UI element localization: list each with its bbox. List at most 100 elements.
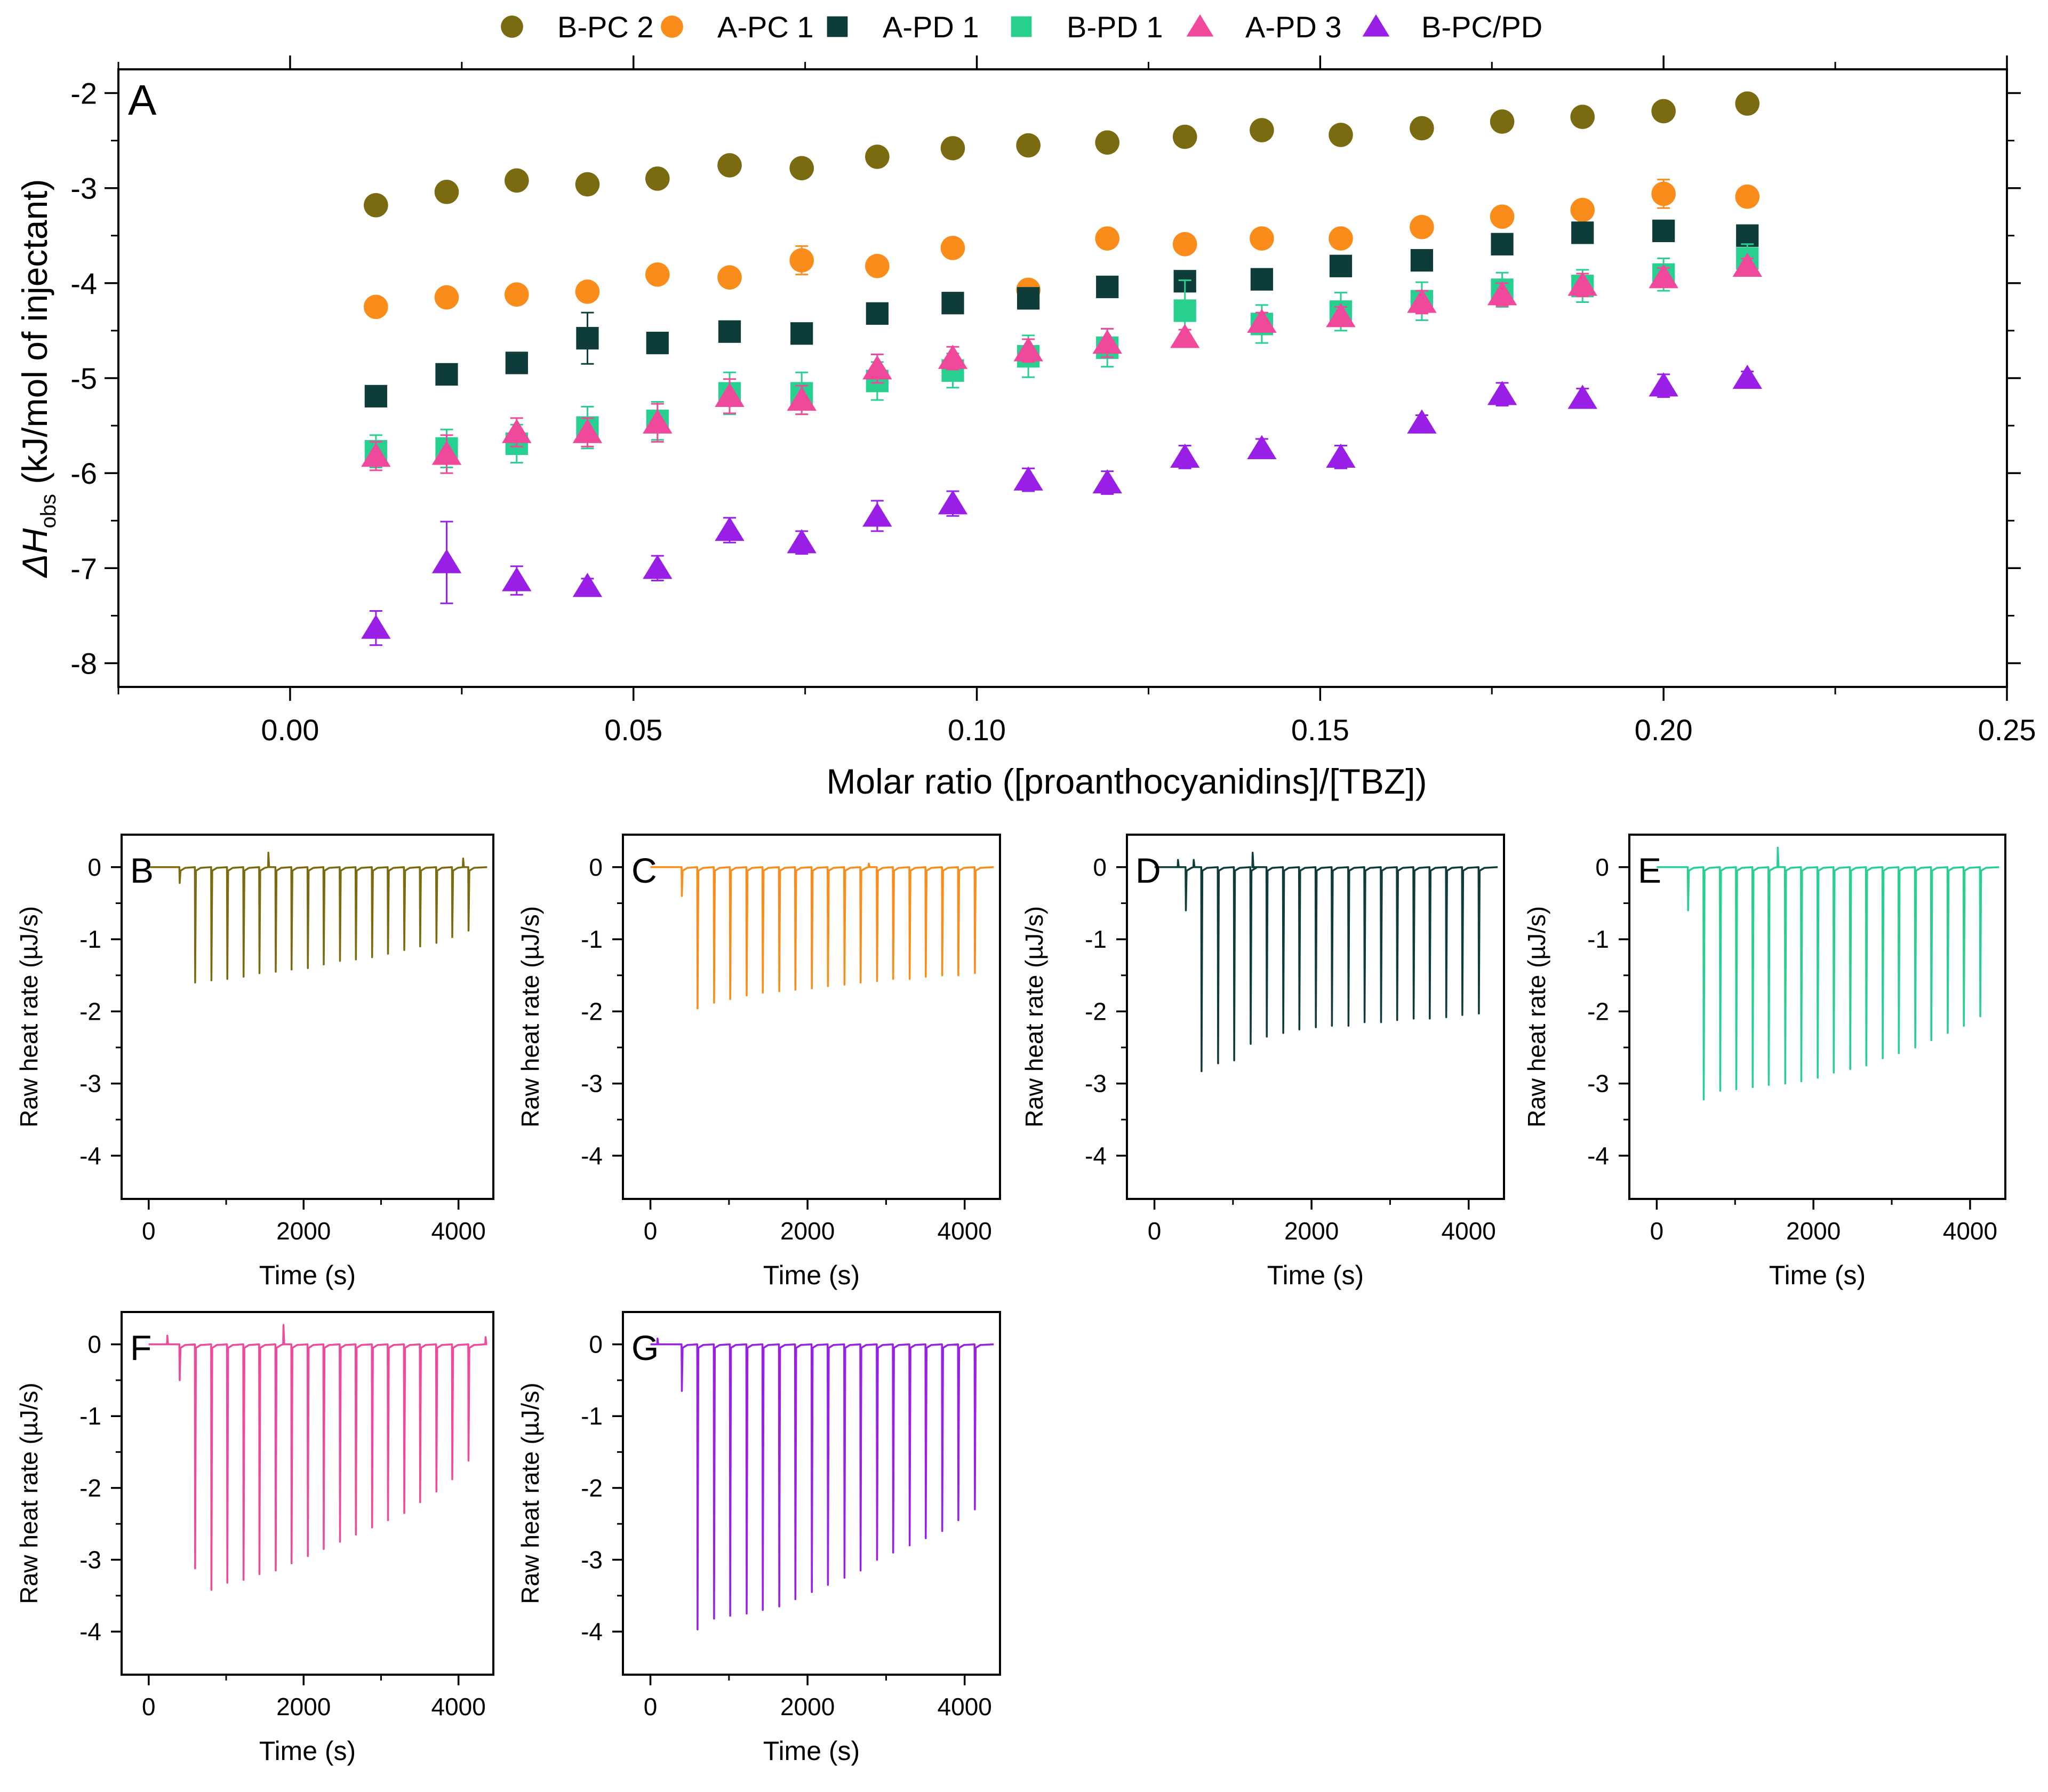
data-point (1170, 324, 1200, 348)
data-point (643, 555, 673, 579)
data-point (645, 262, 670, 287)
data-point (1013, 466, 1043, 491)
data-point (1326, 443, 1356, 468)
y-tick-label: -3 (581, 1070, 603, 1098)
data-point (1487, 281, 1517, 306)
series-a-pc-1 (364, 179, 1760, 319)
panel-frame (121, 1311, 494, 1676)
y-tick-label: -5 (70, 362, 97, 395)
data-point (1410, 249, 1434, 272)
panel-a: 0.00 0.05 0.10 0.15 0.20 0.25 -2 -3 -4 -5 -6 -7 -8 Mo… (15, 55, 2036, 801)
panel-label: E (1638, 851, 1661, 890)
y-tick-label: -3 (79, 1546, 101, 1574)
x-tick-label: 0.15 (1291, 713, 1349, 747)
data-point (1735, 91, 1760, 116)
x-tick-label: 2000 (1786, 1217, 1841, 1245)
x-tick-label: 4000 (1442, 1217, 1496, 1245)
legend-label: A-PC 1 (717, 10, 814, 44)
y-tick-label: -1 (79, 925, 101, 953)
data-point (646, 331, 669, 355)
data-point (1732, 252, 1762, 277)
data-point (1250, 226, 1274, 251)
panel-d: 0 2000 4000 0 -1 -2 -3 -4 Time (s) Raw heat rate … (1020, 834, 1505, 1290)
data-point (434, 180, 459, 204)
data-point (575, 279, 600, 304)
panel-b: 0 2000 4000 0 -1 -2 -3 -4 Time (s) Raw heat rate … (15, 834, 494, 1290)
panel-frame (622, 834, 1001, 1200)
x-tick-label: 0.10 (948, 713, 1006, 747)
data-point (787, 529, 817, 554)
y-tick-label: -4 (1085, 1142, 1107, 1170)
data-point (1732, 364, 1762, 389)
legend-label: B-PC 2 (557, 10, 654, 44)
data-point (1247, 308, 1277, 333)
x-tick-label: 0.00 (261, 713, 319, 747)
x-axis-label: Time (s) (1267, 1260, 1364, 1290)
data-point (1250, 268, 1274, 291)
y-tick-label: -2 (79, 997, 101, 1025)
x-tick-label: 0 (644, 1217, 658, 1245)
data-point (1016, 133, 1041, 158)
panel-frame (1628, 834, 2006, 1200)
data-point (1570, 105, 1595, 129)
data-point (1172, 232, 1197, 257)
y-tick-label: 0 (1093, 853, 1107, 881)
y-axis-label: Raw heat rate (µJ/s) (516, 906, 544, 1127)
heat-trace (1657, 846, 1999, 1101)
y-tick-label: -4 (79, 1142, 101, 1170)
data-point (1487, 381, 1517, 405)
y-tick-label: -4 (79, 1618, 101, 1645)
x-axis-label: Time (s) (763, 1736, 860, 1766)
data-point (364, 294, 388, 319)
x-tick-label: 0 (142, 1217, 156, 1245)
legend-item: B-PC/PD (1362, 10, 1542, 44)
data-point (575, 172, 600, 197)
data-point (1095, 226, 1119, 251)
data-point (643, 409, 673, 434)
y-axis-label: Raw heat rate (µJ/s) (15, 1382, 43, 1604)
series-b-pc-pd (361, 364, 1762, 646)
x-tick-label: 2000 (276, 1693, 331, 1721)
y-tick-label: -3 (1587, 1070, 1609, 1098)
data-point (431, 441, 462, 465)
y-tick-label: -2 (1085, 997, 1107, 1025)
data-point (1092, 469, 1122, 494)
y-tick-label: -7 (70, 551, 97, 585)
x-tick-label: 0 (1148, 1217, 1162, 1245)
series-b-pc-2 (364, 91, 1760, 218)
data-point (1095, 130, 1119, 155)
y-tick-label: 0 (87, 853, 101, 881)
legend-marker (501, 15, 523, 38)
data-point (790, 322, 813, 345)
y-tick-label: -2 (1587, 997, 1609, 1025)
data-point (1013, 337, 1043, 362)
y-tick-label: 0 (87, 1331, 101, 1358)
panel-f: 0 2000 4000 0 -1 -2 -3 -4 Time (s) Raw heat rate … (15, 1311, 494, 1766)
data-point (718, 320, 741, 343)
data-point (1570, 197, 1595, 222)
y-axis-label: ΔHobs (kJ/mol of injectant) (15, 179, 60, 579)
data-point (361, 614, 391, 639)
legend-marker (827, 16, 848, 37)
data-point (717, 153, 742, 178)
x-axis-label: Molar ratio ([proanthocyanidins]/[TBZ]) (826, 762, 1427, 801)
data-point (1491, 233, 1514, 255)
data-point (1172, 124, 1197, 149)
data-point (1736, 224, 1759, 247)
data-point (1407, 409, 1437, 434)
data-point (865, 253, 890, 278)
x-tick-label: 4000 (938, 1217, 992, 1245)
data-point (862, 355, 892, 380)
x-tick-label: 4000 (938, 1693, 992, 1721)
data-point (1329, 226, 1353, 251)
y-tick-label: -2 (79, 1474, 101, 1502)
heat-trace (650, 862, 994, 1010)
data-point (435, 363, 458, 386)
legend-label: B-PD 1 (1067, 10, 1163, 44)
y-tick-label: -3 (1085, 1070, 1107, 1098)
panel-label: D (1135, 851, 1161, 890)
y-tick-label: -2 (581, 997, 603, 1025)
panel-label: F (130, 1328, 151, 1367)
y-tick-label: 0 (1595, 853, 1609, 881)
y-tick-label: -4 (70, 267, 97, 300)
